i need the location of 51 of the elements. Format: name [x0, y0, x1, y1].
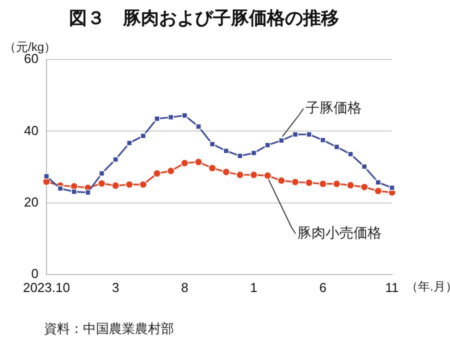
point: [332, 180, 341, 188]
point: [250, 150, 257, 156]
y-tick-label: 0: [31, 266, 38, 281]
point: [222, 168, 230, 176]
series-label: 子豚価格: [305, 99, 362, 116]
point: [140, 132, 146, 139]
x-tick-label: 6: [319, 280, 327, 295]
y-axis-title: （元/kg）: [4, 40, 56, 54]
point: [208, 164, 216, 172]
point: [98, 179, 106, 188]
point: [57, 186, 64, 192]
point: [305, 178, 314, 187]
x-tick-label: 1: [250, 280, 258, 295]
x-axis-title: （年.月）: [406, 280, 450, 294]
text: 豚肉小売価格: [298, 224, 382, 240]
y-tick-label: 20: [24, 194, 38, 210]
point: [125, 180, 134, 189]
point: [194, 158, 202, 166]
point: [182, 112, 188, 118]
point: [346, 181, 355, 190]
x-tick-label: 11: [385, 280, 399, 295]
point: [334, 144, 340, 150]
point: [277, 176, 286, 185]
point: [112, 156, 119, 162]
point: [250, 170, 258, 179]
point: [44, 173, 50, 180]
x-tick-label: 2023.10: [22, 280, 70, 295]
point: [84, 189, 91, 196]
point: [98, 170, 105, 176]
y-tick-label: 60: [24, 51, 38, 66]
point: [139, 180, 148, 189]
point: [180, 159, 189, 168]
point: [236, 170, 244, 179]
point: [126, 140, 132, 146]
point: [348, 151, 354, 158]
y-tick-label: 40: [24, 122, 38, 138]
point: [374, 186, 382, 195]
point: [278, 138, 284, 144]
point: [264, 172, 272, 180]
point: [166, 166, 175, 175]
x-tick-label: 3: [112, 280, 120, 295]
chart-title: 図３ 豚肉および子豚価格の推移: [69, 8, 339, 28]
point: [361, 164, 368, 170]
point: [360, 183, 368, 192]
point: [291, 178, 300, 186]
point: [153, 169, 162, 178]
point: [112, 182, 120, 190]
point: [318, 180, 327, 188]
point: [196, 124, 202, 130]
text: 資料：中国農業農村部: [44, 321, 174, 336]
x-tick-label: 8: [181, 280, 188, 295]
